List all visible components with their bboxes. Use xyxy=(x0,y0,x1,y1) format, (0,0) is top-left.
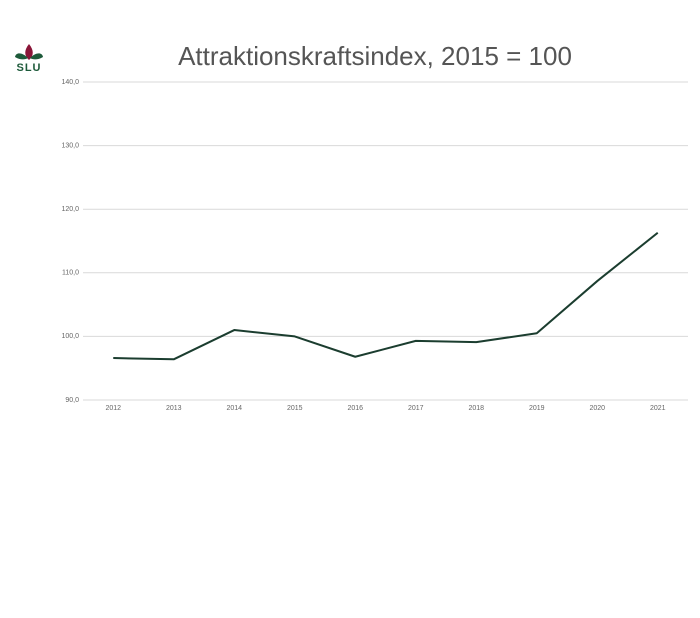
x-tick-label: 2014 xyxy=(226,405,242,412)
logo: SLU xyxy=(15,44,43,74)
y-tick-label: 100,0 xyxy=(61,333,79,340)
logo-text: SLU xyxy=(17,62,42,74)
logo-leaf xyxy=(30,53,43,60)
y-tick-label: 120,0 xyxy=(61,206,79,213)
y-tick-label: 140,0 xyxy=(61,79,79,86)
line xyxy=(113,231,659,361)
x-tick-label: 2012 xyxy=(105,405,121,412)
y-tick-label: 110,0 xyxy=(62,270,79,277)
y-tick-label: 130,0 xyxy=(61,142,79,149)
logo-leaf xyxy=(25,44,33,60)
logo-leaf xyxy=(15,53,28,60)
x-tick-label: 2016 xyxy=(347,405,363,412)
x-tick-label: 2020 xyxy=(589,405,605,412)
x-tick-label: 2021 xyxy=(650,405,666,412)
x-tick-label: 2015 xyxy=(287,405,303,412)
x-tick-label: 2017 xyxy=(408,405,424,412)
x-tick-label: 2013 xyxy=(166,405,182,412)
y-tick-label: 90,0 xyxy=(65,397,79,404)
x-tick-label: 2019 xyxy=(529,405,545,412)
chart-title: Attraktionskraftsindex, 2015 = 100 xyxy=(178,41,572,71)
x-tick-label: 2018 xyxy=(468,405,484,412)
